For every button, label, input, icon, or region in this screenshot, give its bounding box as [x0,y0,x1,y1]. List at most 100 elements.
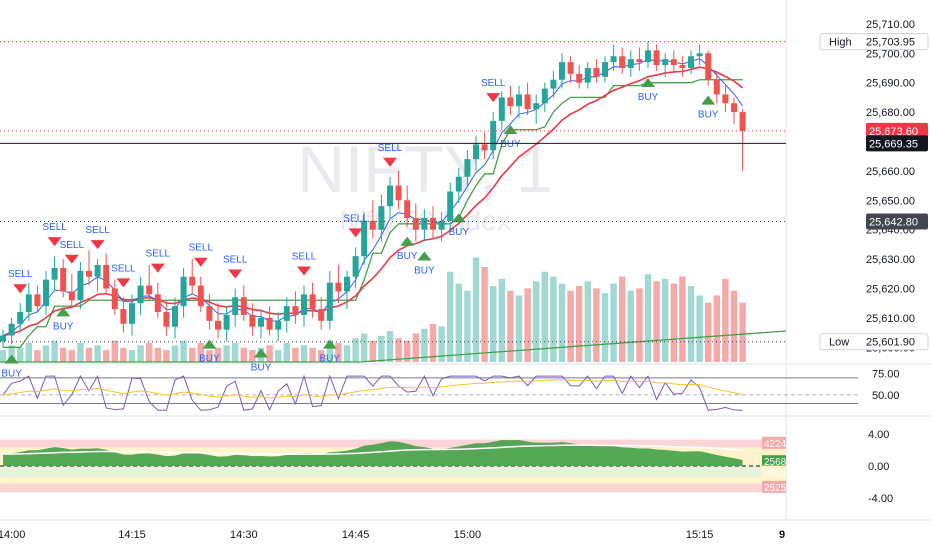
volume-bar [464,290,471,362]
volume-bar [197,343,204,362]
candle-body [232,297,239,315]
candle-body [662,59,669,66]
sell-signal-icon [47,237,62,247]
candle-body [172,306,178,327]
sell-signal-label: SELL [8,269,33,280]
buy-signal-icon [4,354,19,364]
oscillator-badge-label: 2565 [764,468,787,479]
sell-signal-label: SELL [42,222,67,233]
sell-signal-icon [348,228,363,238]
buy-signal-icon [322,339,337,349]
oscillator-badge [762,480,786,493]
candle-body [395,185,402,201]
price-tick-label: 25,700.00 [866,48,915,60]
sell-signal-label: SELL [378,143,403,154]
candle-body [602,62,608,77]
candle-body [636,59,643,63]
candle-body [120,309,127,324]
volume-bar [189,347,196,362]
volume-bar [507,290,514,362]
buy-signal-icon [202,339,217,349]
candle-body [430,217,436,230]
volume-bar [249,350,256,362]
candle-body [309,294,316,310]
macd-signal-line [2,444,743,456]
candle-body [292,306,299,315]
volume-bar [266,345,273,362]
macd-tick-label: 0.00 [868,461,889,473]
buy-signal-label: BUY [397,251,418,262]
time-tick-label: 15:15 [686,529,714,541]
volume-bar [481,267,488,362]
volume-bar [42,345,50,362]
volume-bar [309,347,316,362]
candle-body [473,144,479,160]
volume-bar [687,286,695,362]
oscillator-badge [762,436,786,449]
rsi-line [2,374,743,411]
current-price: 25,673.60 [869,126,918,138]
low-price: 25,601.90 [866,337,915,349]
candle-body [206,306,213,321]
candle-body [584,67,591,83]
volume-bar [77,343,84,362]
buy-signal-icon [503,125,518,135]
time-tick-label: 9 [779,529,785,541]
volume-bar [429,324,437,362]
volume-bar [636,288,643,362]
volume-bar [447,271,454,362]
volume-bar [214,347,222,362]
macd-tick-label: 4.00 [868,429,889,441]
buy-signal-label: BUY [53,321,74,332]
candle-body [464,159,471,177]
candle-body [619,56,626,68]
candle-body [275,320,282,330]
candle-body [705,53,712,80]
candle-body [481,144,488,151]
volume-bar [103,350,110,362]
volume-bar [335,343,342,362]
volume-bar [343,345,351,362]
volume-bar [498,278,505,362]
price-tick-label: 25,710.00 [866,19,915,31]
sell-signal-label: SELL [146,249,171,260]
candle-body [77,270,84,301]
volume-bar [137,345,144,362]
volume-bar [111,340,118,362]
oscillator-badge-label: 4224 [764,439,787,450]
volume-bar [146,343,153,362]
macd-tick-label: -4.00 [868,493,893,505]
candle-body [688,56,694,68]
buy-signal-icon [451,213,466,223]
volume-bar [567,290,574,362]
candle-body [318,309,325,321]
price-tick-label: 25,630.00 [866,254,915,266]
volume-bar [421,328,428,362]
sell-signal-icon [13,284,28,294]
candle-body [670,59,677,66]
time-tick-label: 14:00 [0,529,25,541]
volume-bar [206,350,213,362]
candle-body [739,112,746,131]
candle-body [498,97,505,121]
current-price-badge [866,122,928,139]
candle-body [326,282,333,321]
candle-body [378,206,385,230]
candle-body [146,285,153,295]
volume-bar [412,333,419,362]
watermark-symbol: NIFTY, 1 [297,132,553,206]
low-label: Low [829,337,849,349]
candle-body [593,67,600,77]
oscillator-badge [762,455,786,468]
candle-body [129,303,135,324]
oscillator-badge-label: 2525 [764,483,787,494]
candle-body [94,264,101,277]
volume-bar [240,347,247,362]
volume-bar [653,281,660,362]
candle-body [447,191,454,221]
sell-signal-icon [228,269,243,279]
volume-bar [541,271,548,362]
volume-bar [576,286,583,362]
volume-bar [163,350,170,362]
